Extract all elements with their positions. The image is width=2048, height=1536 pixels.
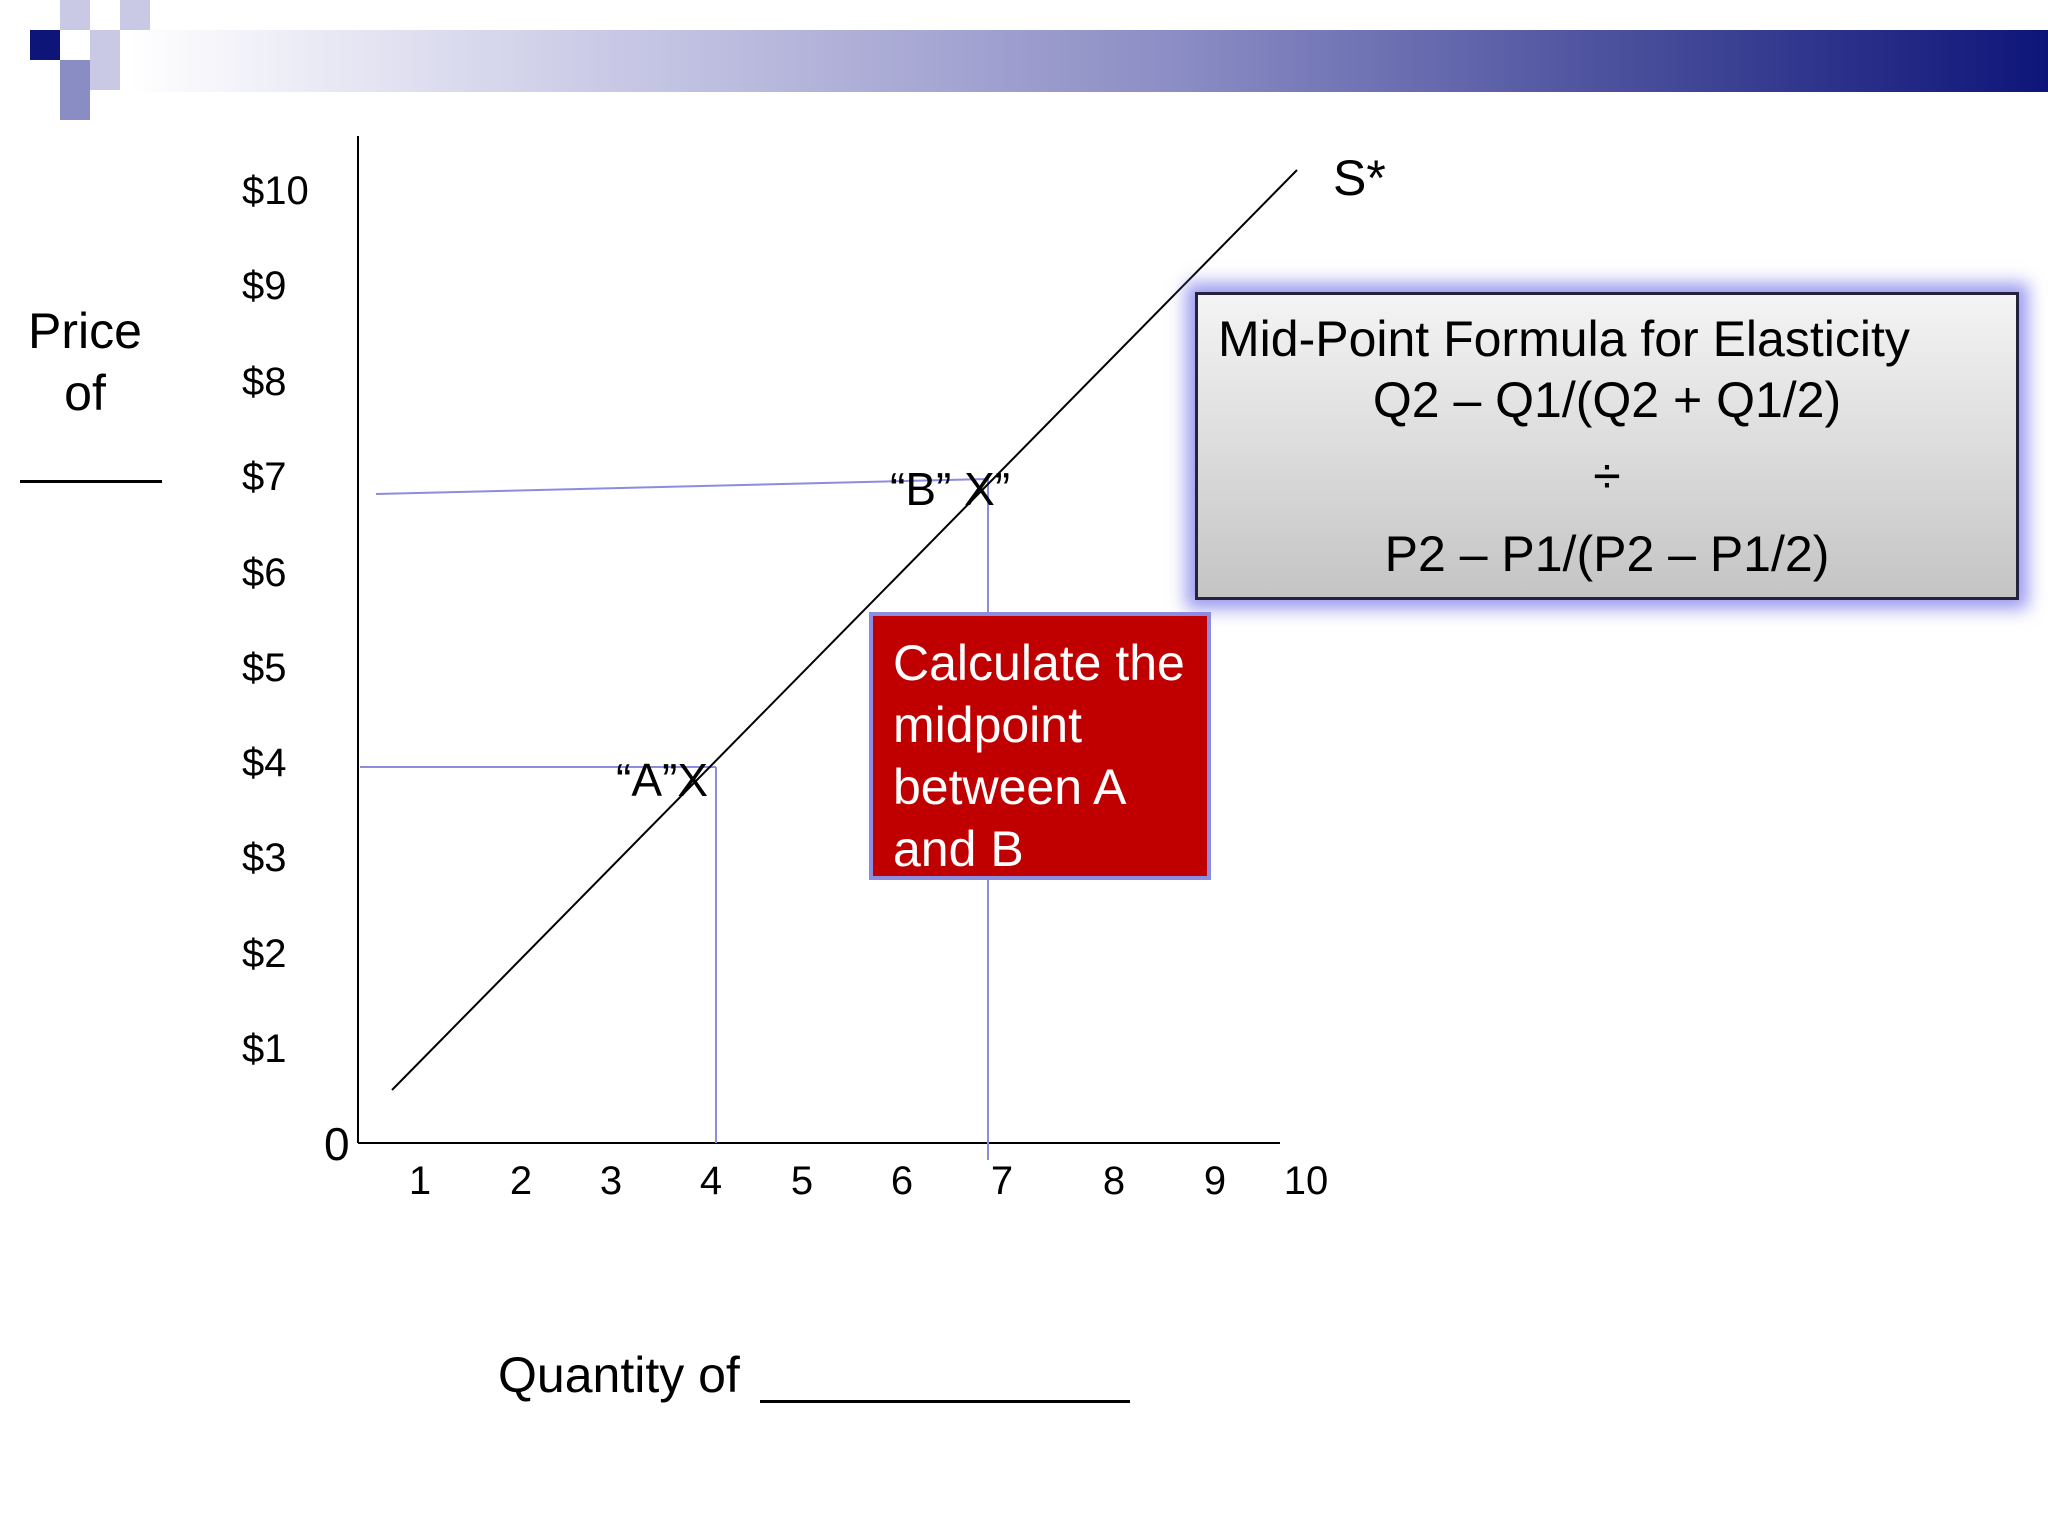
callout-line: midpoint [893,697,1082,753]
x-tick-label: 10 [1284,1159,1329,1203]
y-tick-label: $9 [242,264,287,308]
formula-numerator: Q2 – Q1/(Q2 + Q1/2) [1372,372,1842,428]
supply-curve-line [391,169,1298,1091]
formula-box: Mid-Point Formula for Elasticity Q2 – Q1… [1195,292,2019,600]
y-tick-label: $5 [242,646,287,690]
formula-denominator: P2 – P1/(P2 – P1/2) [1384,526,1830,582]
x-tick-label: 5 [791,1159,813,1203]
callout-line: Calculate the [893,635,1185,691]
y-tick-label: $7 [242,455,287,499]
y-tick-label: $3 [242,836,287,880]
y-tick-label: $6 [242,551,287,595]
point-label: “A”X [616,754,708,806]
y-tick-label: $4 [242,741,287,785]
callout-line: between A [893,759,1127,815]
callout-line: and B [893,821,1024,877]
point-label: “B” X” [890,463,1010,515]
midpoint-callout: Calculate the midpoint between A and B [869,612,1211,880]
banner-square [60,60,90,90]
b-price-guide-line [375,478,989,495]
banner-square [60,0,90,30]
banner-square [90,60,120,90]
supply-curve-label: S* [1333,150,1386,206]
x-tick-label: 2 [510,1159,532,1203]
origin-label: 0 [324,1118,350,1170]
y-tick-label: $10 [242,169,309,213]
banner-square [30,60,60,90]
x-axis-label: Quantity of [498,1347,740,1403]
formula-title: Mid-Point Formula for Elasticity [1218,311,1910,367]
banner-square [30,30,60,60]
header-banner [130,30,2048,92]
y-tick-label: $1 [242,1027,287,1071]
y-axis-label: Price of [28,303,142,421]
x-tick-label: 3 [600,1159,622,1203]
x-tick-label: 1 [409,1159,431,1203]
y-axis-label-blank-line [20,480,162,483]
x-tick-label: 4 [700,1159,722,1203]
banner-square [60,90,90,120]
banner-square [120,0,150,30]
x-tick-label: 8 [1103,1159,1125,1203]
banner-square [90,30,120,60]
y-tick-label: $2 [242,932,287,976]
x-tick-label: 6 [891,1159,913,1203]
y-tick-label: $8 [242,360,287,404]
formula-operator: ÷ [1593,448,1621,504]
x-tick-label: 9 [1204,1159,1226,1203]
x-tick-label: 7 [991,1159,1013,1203]
x-axis-label-blank-line [760,1400,1130,1403]
